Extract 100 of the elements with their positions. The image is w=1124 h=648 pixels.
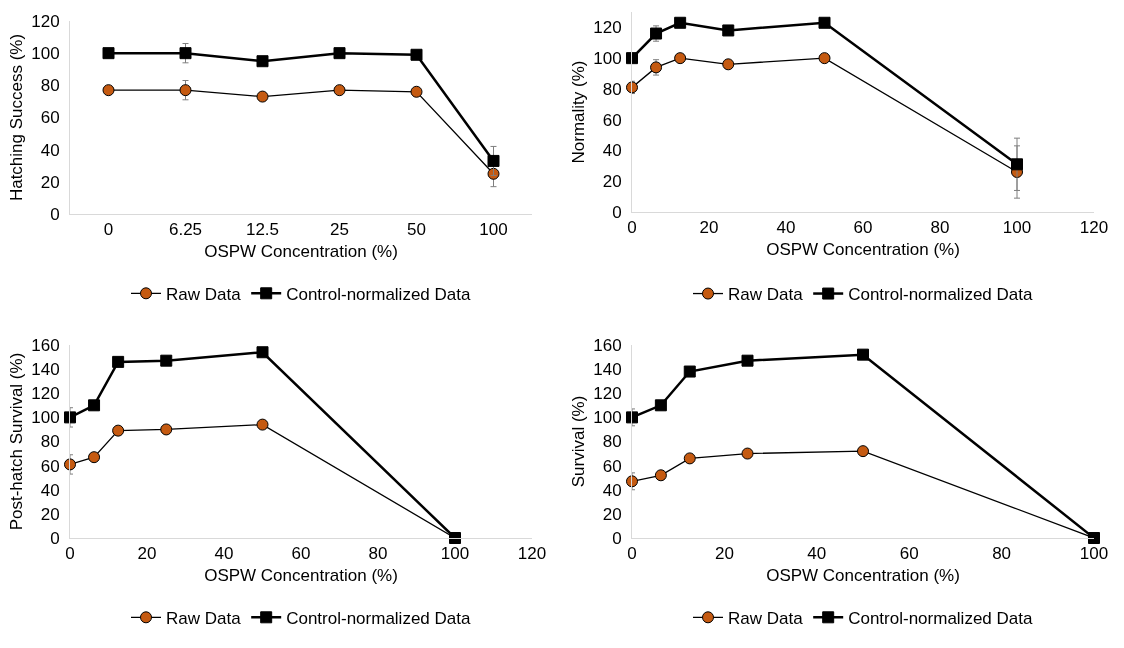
point (160, 354, 173, 367)
x-tick-label: 20 (714, 544, 734, 564)
y-tick-label: 20 (602, 504, 622, 524)
point (722, 58, 735, 71)
y-tick-label: 60 (40, 108, 60, 128)
x-tick-label: 6.25 (168, 220, 203, 240)
y-tick-label: 60 (602, 110, 622, 130)
y-tick-label: 60 (602, 456, 622, 476)
point (256, 90, 269, 103)
y-tick-label: 40 (40, 140, 60, 160)
point (410, 48, 423, 61)
point (88, 399, 101, 412)
x-axis-title: OSPW Concentration (%) (204, 241, 398, 261)
x-tick-label: 0 (627, 544, 637, 564)
y-tick-label: 20 (602, 172, 622, 192)
x-tick-label: 120 (1079, 218, 1109, 238)
x-tick-label: 120 (517, 544, 547, 564)
y-tick-label: 80 (602, 79, 622, 99)
y-tick-label: 80 (40, 76, 60, 96)
point (64, 458, 76, 471)
point (64, 411, 76, 424)
x-tick-label: 100 (440, 544, 470, 564)
point (112, 355, 125, 368)
point (179, 47, 192, 60)
y-tick-label: 160 (593, 335, 622, 355)
x-tick-label: 0 (627, 218, 637, 238)
y-tick-label: 100 (31, 44, 60, 64)
point (818, 52, 831, 65)
y-tick-label: 40 (40, 480, 60, 500)
legend-label: Control-normalized Data (286, 284, 471, 304)
point (654, 399, 667, 412)
y-tick-label: 40 (602, 141, 622, 161)
y-tick-label: 140 (31, 360, 60, 380)
y-axis-title: Survival (%) (568, 395, 588, 488)
x-axis-title: OSPW Concentration (%) (766, 565, 960, 585)
x-tick-label: 12.5 (245, 220, 280, 240)
x-tick-label: 60 (853, 218, 873, 238)
x-tick-label: 50 (407, 220, 426, 240)
point (626, 81, 638, 94)
y-tick-label: 20 (40, 172, 60, 192)
y-tick-label: 0 (50, 204, 60, 224)
x-tick-label: 80 (368, 544, 388, 564)
legend-label: Raw Data (166, 608, 242, 628)
y-tick-label: 120 (593, 18, 622, 38)
point (722, 24, 735, 37)
point (112, 424, 125, 437)
y-axis-title: Normality (%) (568, 60, 588, 164)
y-tick-label: 160 (31, 335, 60, 355)
y-tick-label: 0 (612, 202, 622, 222)
x-axis-title: OSPW Concentration (%) (204, 565, 398, 585)
y-tick-label: 140 (593, 360, 622, 380)
y-axis-title: Hatching Success (%) (6, 33, 26, 202)
x-tick-label: 80 (992, 544, 1012, 564)
legend-label: Control-normalized Data (848, 285, 1033, 305)
point (102, 47, 115, 60)
point (626, 475, 638, 488)
point (818, 16, 831, 29)
y-tick-label: 0 (612, 528, 622, 548)
point (626, 411, 638, 424)
point (256, 55, 269, 68)
x-tick-label: 40 (776, 218, 796, 238)
point (674, 16, 687, 29)
y-tick-label: 80 (602, 432, 622, 452)
point (410, 85, 423, 98)
y-tick-label: 120 (593, 384, 622, 404)
point (88, 451, 101, 464)
legend-label: Raw Data (728, 285, 804, 305)
y-tick-label: 40 (602, 480, 622, 500)
y-tick-label: 120 (31, 384, 60, 404)
x-tick-label: 0 (103, 220, 114, 240)
point (741, 447, 754, 460)
y-tick-label: 120 (31, 11, 60, 31)
x-tick-label: 0 (65, 544, 75, 564)
x-axis-title: OSPW Concentration (%) (766, 239, 960, 259)
point (741, 354, 754, 367)
x-tick-label: 20 (137, 544, 157, 564)
point (333, 47, 346, 60)
legend-label: Raw Data (728, 608, 804, 628)
x-tick-label: 40 (214, 544, 234, 564)
point (857, 348, 869, 361)
point (102, 84, 115, 97)
point (256, 346, 269, 359)
point (683, 452, 696, 465)
point (626, 52, 638, 65)
point (487, 154, 500, 167)
y-tick-label: 60 (40, 456, 60, 476)
x-tick-label: 40 (807, 544, 827, 564)
point (1011, 158, 1023, 171)
point (683, 365, 696, 378)
x-tick-label: 20 (699, 218, 719, 238)
legend-label: Control-normalized Data (286, 608, 471, 628)
point (654, 469, 667, 482)
y-tick-label: 0 (50, 528, 60, 548)
x-tick-label: 60 (291, 544, 311, 564)
legend-label: Raw Data (166, 284, 242, 304)
x-tick-label: 25 (330, 220, 349, 240)
y-tick-label: 100 (593, 408, 622, 428)
x-tick-label: 80 (930, 218, 950, 238)
legend-label: Control-normalized Data (848, 608, 1033, 628)
x-tick-label: 60 (899, 544, 919, 564)
